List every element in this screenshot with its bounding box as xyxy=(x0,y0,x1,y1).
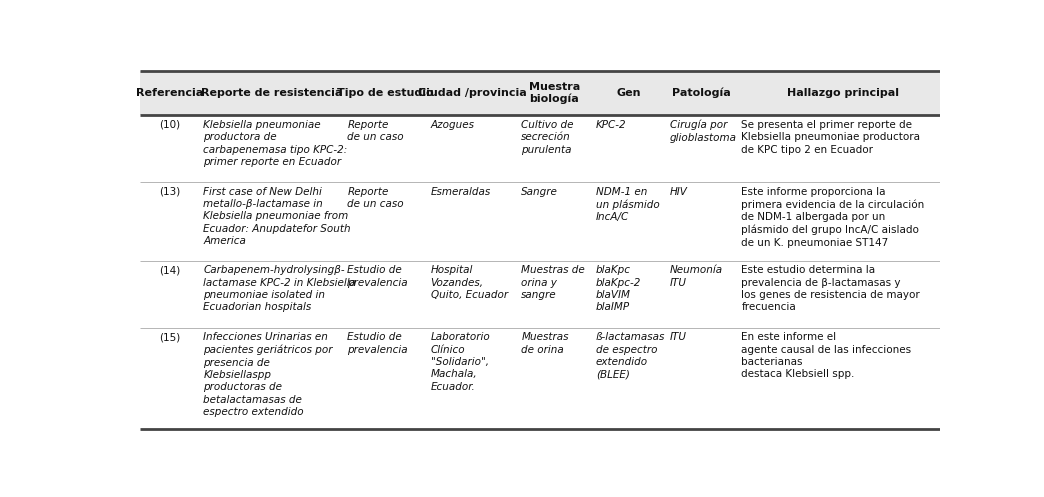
Text: Esmeraldas: Esmeraldas xyxy=(431,187,491,197)
Text: Estudio de
prevalencia: Estudio de prevalencia xyxy=(348,332,408,354)
Text: Cultivo de
secreción
purulenta: Cultivo de secreción purulenta xyxy=(521,120,574,155)
Text: Muestras
de orina: Muestras de orina xyxy=(521,332,569,354)
Text: Cirugía por
glioblastoma: Cirugía por glioblastoma xyxy=(670,120,737,143)
Text: Este informe proporciona la
primera evidencia de la circulación
de NDM-1 alberga: Este informe proporciona la primera evid… xyxy=(741,187,925,248)
Text: Muestra
biología: Muestra biología xyxy=(529,82,580,104)
Text: NDM-1 en
un plásmido
IncA/C: NDM-1 en un plásmido IncA/C xyxy=(596,187,660,222)
Text: Hospital
Vozandes,
Quito, Ecuador: Hospital Vozandes, Quito, Ecuador xyxy=(431,265,507,300)
Text: (13): (13) xyxy=(159,187,181,197)
Text: (14): (14) xyxy=(159,265,181,275)
Text: En este informe el
agente causal de las infecciones
bacterianas
destaca Klebsiel: En este informe el agente causal de las … xyxy=(741,332,911,379)
Text: Reporte
de un caso: Reporte de un caso xyxy=(348,187,404,209)
Text: ITU: ITU xyxy=(670,332,687,342)
Text: (15): (15) xyxy=(159,332,181,342)
Bar xyxy=(140,71,949,115)
Text: blaKpc
blaKpc-2
blaVIM
blaIMP: blaKpc blaKpc-2 blaVIM blaIMP xyxy=(596,265,641,312)
Text: Reporte de resistencia: Reporte de resistencia xyxy=(200,88,342,98)
Text: Klebsiella pneumoniae
productora de
carbapenemasa tipo KPC-2:
primer reporte en : Klebsiella pneumoniae productora de carb… xyxy=(204,120,348,167)
Text: Patología: Patología xyxy=(672,88,731,98)
Text: Se presenta el primer reporte de
Klebsiella pneumoniae productora
de KPC tipo 2 : Se presenta el primer reporte de Klebsie… xyxy=(741,120,921,155)
Text: Ciudad /provincia: Ciudad /provincia xyxy=(418,88,526,98)
Text: Este estudio determina la
prevalencia de β-lactamasas y
los genes de resistencia: Este estudio determina la prevalencia de… xyxy=(741,265,920,312)
Text: Estudio de
prevalencia: Estudio de prevalencia xyxy=(348,265,408,288)
Text: Sangre: Sangre xyxy=(521,187,559,197)
Text: Tipo de estudio: Tipo de estudio xyxy=(336,88,433,98)
Text: Neumonía
ITU: Neumonía ITU xyxy=(670,265,723,288)
Text: Carbapenem-hydrolysingβ-
lactamase KPC-2 in Klebsiella
pneumoniae isolated in
Ec: Carbapenem-hydrolysingβ- lactamase KPC-2… xyxy=(204,265,356,312)
Text: ß-lactamasas
de espectro
extendido
(BLEE): ß-lactamasas de espectro extendido (BLEE… xyxy=(596,332,665,379)
Text: Laboratorio
Clínico
"Solidario",
Machala,
Ecuador.: Laboratorio Clínico "Solidario", Machala… xyxy=(431,332,491,392)
Text: First case of New Delhi
metallo-β-lactamase in
Klebsiella pneumoniae from
Ecuado: First case of New Delhi metallo-β-lactam… xyxy=(204,187,351,247)
Text: KPC-2: KPC-2 xyxy=(596,120,626,130)
Text: Azogues: Azogues xyxy=(431,120,475,130)
Text: Muestras de
orina y
sangre: Muestras de orina y sangre xyxy=(521,265,585,300)
Text: Infecciones Urinarias en
pacientes geriátricos por
presencia de
Klebsiellaspp
pr: Infecciones Urinarias en pacientes geriá… xyxy=(204,332,333,417)
Text: HIV: HIV xyxy=(670,187,688,197)
Text: (10): (10) xyxy=(159,120,181,130)
Text: Hallazgo principal: Hallazgo principal xyxy=(787,88,899,98)
Text: Gen: Gen xyxy=(617,88,641,98)
Text: Reporte
de un caso: Reporte de un caso xyxy=(348,120,404,142)
Text: Referencia: Referencia xyxy=(136,88,204,98)
